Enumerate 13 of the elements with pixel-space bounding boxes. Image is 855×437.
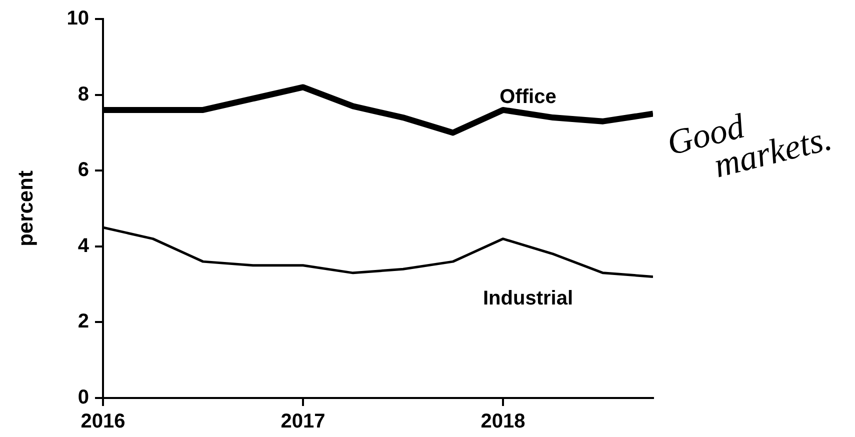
y-tick-label: 2 <box>78 310 89 333</box>
text: Good markets. <box>663 105 837 188</box>
series-label: Office <box>500 86 556 108</box>
y-tick-label: 6 <box>78 159 89 182</box>
y-tick-label: 0 <box>78 386 89 409</box>
x-tick-label: 2017 <box>280 410 326 433</box>
y-tick-label: 10 <box>66 8 89 30</box>
x-tick-label: 2018 <box>480 410 526 433</box>
y-tick-label: 8 <box>78 83 89 106</box>
y-tick-label: 4 <box>78 234 90 257</box>
series-label: Industrial <box>482 287 574 310</box>
y-axis-title: percent <box>14 170 38 246</box>
x-tick-label: 2016 <box>80 410 126 433</box>
